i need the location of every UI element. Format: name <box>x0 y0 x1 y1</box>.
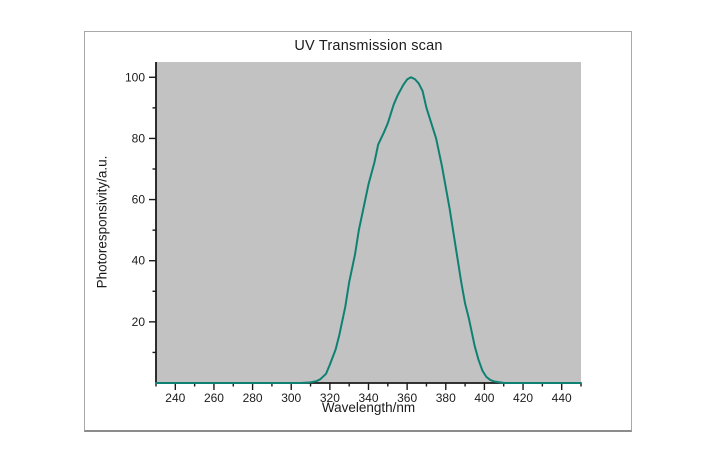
chart-title: UV Transmission scan <box>294 38 443 54</box>
x-tick-label: 440 <box>552 391 572 405</box>
plot-area: 240 260 280 300 320 340 360 380 400 420 440 20 40 60 8… <box>125 62 582 405</box>
x-tick-label: 260 <box>204 391 224 405</box>
x-tick-label: 360 <box>397 391 417 405</box>
x-tick-label: 240 <box>165 391 185 405</box>
x-tick-label: 420 <box>513 391 533 405</box>
x-tick-label: 320 <box>320 391 340 405</box>
y-tick-label: 80 <box>132 131 146 145</box>
x-tick-label: 400 <box>474 391 494 405</box>
x-tick-label: 340 <box>358 391 378 405</box>
y-tick-label: 60 <box>132 193 146 207</box>
x-axis-label: Wavelength/nm <box>321 400 416 415</box>
x-tick-label: 380 <box>436 391 456 405</box>
y-tick-label: 20 <box>132 315 146 329</box>
chart-figure: UV Transmission scan Photoresponsivity/a… <box>84 31 632 432</box>
x-tick-label: 280 <box>243 391 263 405</box>
y-tick-label: 100 <box>125 70 145 84</box>
y-tick-label: 40 <box>132 254 146 268</box>
data-curve <box>155 76 582 384</box>
plot-background <box>156 62 581 383</box>
x-tick-label: 300 <box>281 391 301 405</box>
